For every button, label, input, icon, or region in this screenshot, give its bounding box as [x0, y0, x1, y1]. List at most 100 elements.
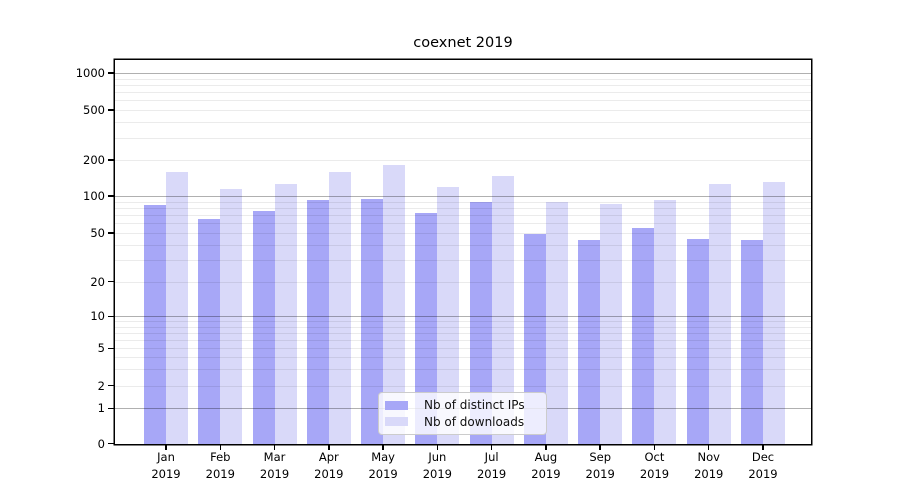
- y-tick-1: [108, 407, 114, 410]
- bar-dec-distinct-ips: [741, 239, 763, 444]
- x-tick-apr: [328, 445, 330, 450]
- y-tick-5: [108, 347, 114, 350]
- gridline-20: [115, 281, 811, 283]
- gridline-8: [115, 326, 811, 328]
- gridline-100: [115, 196, 811, 197]
- y-tick-1000: [108, 72, 114, 74]
- bar-oct-downloads: [654, 200, 677, 444]
- y-tick-200: [108, 159, 114, 161]
- y-tick-50: [108, 232, 114, 234]
- y-tick-label-10: 10: [90, 309, 105, 324]
- x-tick-nov: [707, 445, 710, 450]
- legend: Nb of distinct IPs Nb of downloads: [378, 392, 547, 435]
- bar-may-downloads: [383, 165, 406, 444]
- bar-apr-downloads: [328, 171, 351, 444]
- gridline-10: [115, 316, 811, 318]
- x-tick-label-jun: Jun 2019: [422, 450, 452, 481]
- bar-feb-downloads: [220, 188, 243, 444]
- bar-sep-distinct-ips: [578, 239, 601, 444]
- gridline-60: [115, 223, 811, 225]
- bar-jan-distinct-ips: [144, 205, 166, 444]
- gridline-600: [115, 100, 811, 102]
- bar-dec-downloads: [763, 182, 785, 444]
- y-tick-10: [108, 315, 114, 318]
- bar-sep-downloads: [600, 204, 623, 444]
- x-tick-jan: [165, 445, 167, 450]
- gridline-6: [115, 339, 811, 341]
- gridline-40: [115, 244, 811, 246]
- gridline-3: [115, 369, 811, 371]
- y-tick-label-1: 1: [97, 401, 105, 416]
- grid-layer: [115, 60, 811, 444]
- x-tick-label-aug: Aug 2019: [531, 450, 561, 481]
- gridline-700: [115, 92, 811, 94]
- x-tick-dec: [762, 445, 764, 450]
- plot-area: [115, 60, 811, 444]
- y-tick-500: [108, 109, 114, 111]
- gridline-5: [115, 348, 811, 350]
- y-tick-label-1000: 1000: [75, 66, 105, 80]
- y-tick-label-2: 2: [97, 378, 105, 393]
- x-tick-label-jan: Jan 2019: [151, 450, 181, 481]
- gridline-80: [115, 207, 811, 209]
- x-tick-jul: [490, 445, 493, 450]
- x-tick-aug: [545, 445, 547, 450]
- bar-apr-distinct-ips: [306, 199, 329, 444]
- x-tick-feb: [219, 445, 222, 450]
- gridline-200: [115, 160, 811, 161]
- bar-mar-distinct-ips: [252, 210, 275, 444]
- gridline-9: [115, 321, 811, 323]
- x-tick-label-mar: Mar 2019: [259, 450, 290, 481]
- y-tick-label-0: 0: [97, 436, 105, 451]
- gridline-70: [115, 215, 811, 217]
- gridline-500: [115, 110, 811, 111]
- x-tick-label-sep: Sep 2019: [585, 450, 615, 481]
- y-tick-label-100: 100: [83, 189, 105, 203]
- x-tick-label-apr: Apr 2019: [314, 450, 344, 481]
- bar-feb-distinct-ips: [198, 218, 221, 444]
- x-tick-mar: [273, 445, 276, 450]
- legend-label: Nb of downloads: [424, 414, 525, 429]
- legend-item-distinct-ips: Nb of distinct IPs: [385, 397, 538, 414]
- gridline-1000: [115, 73, 811, 74]
- bar-nov-distinct-ips: [686, 238, 709, 444]
- bar-jul-downloads: [491, 176, 514, 444]
- gridline-2: [115, 385, 811, 387]
- legend-swatch-distinct-ips: [385, 400, 408, 410]
- gridline-4: [115, 357, 811, 359]
- y-tick-0: [108, 442, 114, 445]
- y-tick-label-20: 20: [90, 274, 105, 289]
- gridline-50: [115, 233, 811, 234]
- x-tick-jun: [436, 445, 439, 450]
- y-tick-label-50: 50: [90, 226, 105, 240]
- gridline-7: [115, 332, 811, 334]
- gridline-800: [115, 84, 811, 86]
- bar-aug-distinct-ips: [523, 234, 546, 444]
- gridline-300: [115, 137, 811, 139]
- legend-swatch-downloads: [385, 417, 408, 427]
- bar-nov-downloads: [708, 184, 731, 444]
- x-tick-sep: [599, 445, 601, 450]
- bar-mar-downloads: [274, 184, 297, 444]
- bar-jan-downloads: [166, 171, 188, 444]
- y-tick-20: [108, 280, 114, 283]
- x-tick-label-jul: Jul 2019: [476, 450, 507, 481]
- gridline-30: [115, 260, 811, 262]
- y-tick-2: [108, 384, 114, 387]
- x-tick-label-oct: Oct 2019: [639, 450, 670, 481]
- gridline-400: [115, 122, 811, 124]
- gridline-900: [115, 78, 811, 80]
- x-tick-may: [382, 445, 384, 450]
- bar-oct-distinct-ips: [632, 227, 655, 444]
- legend-label: Nb of distinct IPs: [424, 398, 525, 413]
- bar-aug-downloads: [545, 202, 568, 444]
- bar-may-distinct-ips: [361, 198, 384, 444]
- bars-layer: [115, 60, 811, 444]
- y-tick-label-5: 5: [97, 341, 105, 356]
- y-tick-label-500: 500: [83, 103, 105, 117]
- gridline-90: [115, 201, 811, 203]
- x-tick-label-may: May 2019: [368, 450, 398, 481]
- bar-jun-downloads: [437, 187, 460, 444]
- x-tick-label-feb: Feb 2019: [205, 450, 235, 481]
